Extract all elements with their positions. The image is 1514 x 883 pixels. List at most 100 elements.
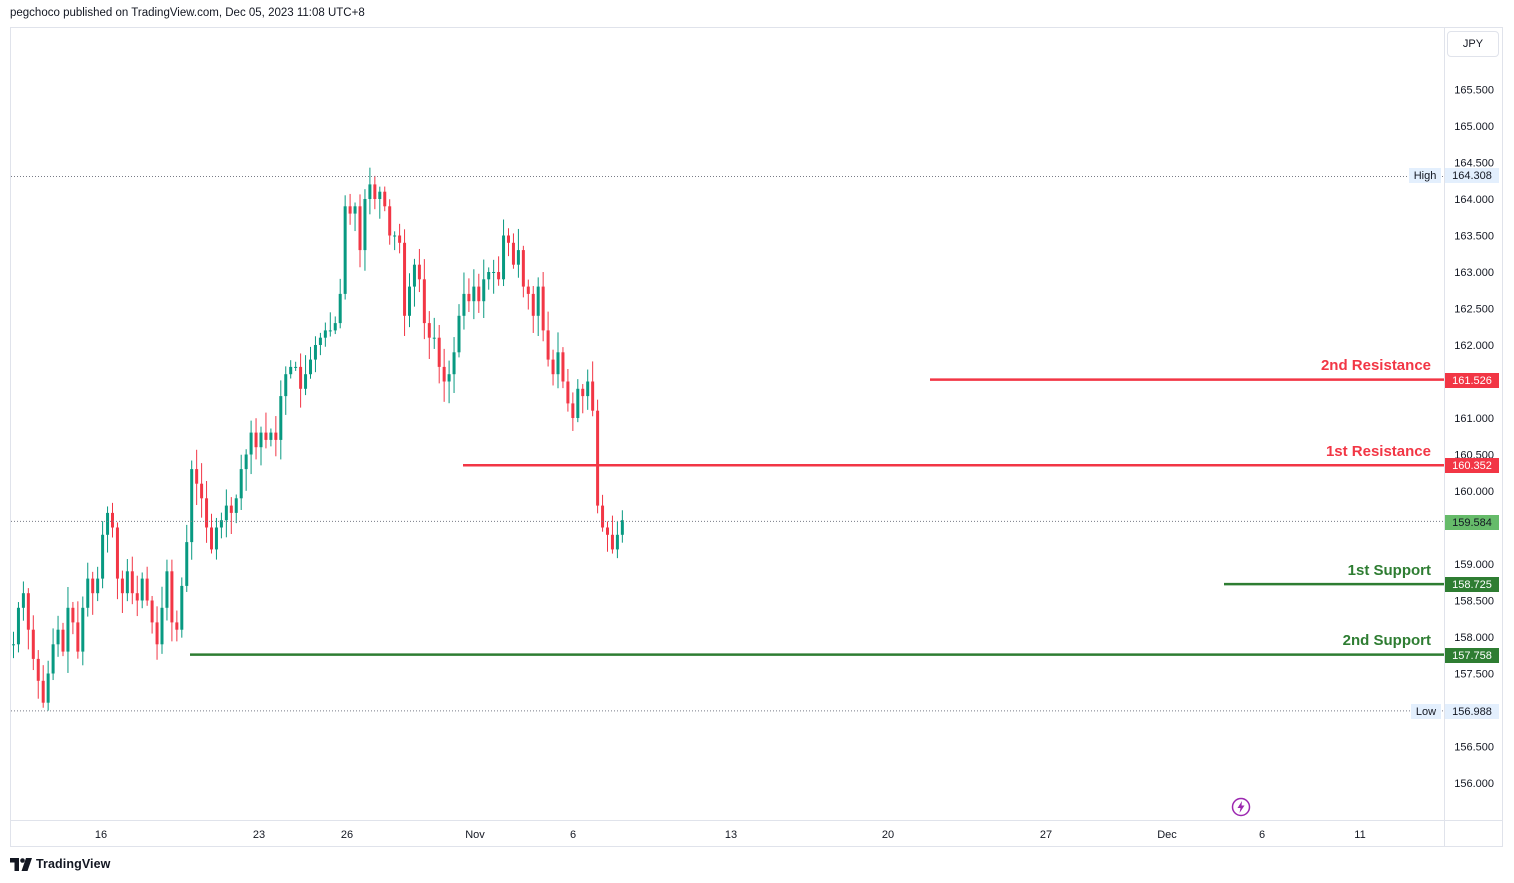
candle-body <box>531 293 535 316</box>
level-lines <box>11 176 1444 712</box>
chart-frame <box>10 27 1503 847</box>
candle-body <box>125 571 129 594</box>
candle-body <box>96 578 100 594</box>
time-tick-label: 26 <box>341 829 353 841</box>
candle-body <box>185 542 189 586</box>
candle-body <box>408 286 411 316</box>
candle-body <box>497 272 501 280</box>
price-tick-label: 162.500 <box>1454 304 1494 316</box>
candle-body <box>526 286 530 294</box>
current-price-tag: 159.584 <box>1445 515 1499 530</box>
low-price-tag: 156.988 <box>1445 704 1499 719</box>
price-tick-label: 158.000 <box>1454 632 1494 644</box>
low-label: Low <box>1411 704 1441 719</box>
lightning-icon[interactable] <box>1231 797 1251 817</box>
tradingview-logo[interactable]: TradingView <box>10 857 111 871</box>
price-tick-label: 164.500 <box>1454 158 1494 170</box>
candle-body <box>111 512 114 528</box>
candle-body <box>383 191 387 207</box>
candle-body <box>195 469 199 484</box>
candle-body <box>229 505 233 513</box>
candle-body <box>61 629 65 652</box>
candle-body <box>521 250 525 287</box>
candle-body <box>393 235 397 237</box>
high-price-tag: 164.308 <box>1445 168 1499 183</box>
price-tick-label: 165.500 <box>1454 85 1494 97</box>
price-tick-label: 159.000 <box>1454 559 1494 571</box>
candle-body <box>284 374 288 397</box>
candle-body <box>442 366 446 382</box>
candle-body <box>546 330 550 360</box>
candle-body <box>591 381 595 411</box>
currency-button[interactable]: JPY <box>1447 31 1499 57</box>
time-tick-label: Nov <box>465 829 485 841</box>
candle-body <box>566 381 570 404</box>
candle-body <box>338 293 342 324</box>
candle-body <box>561 352 565 382</box>
candle-body <box>165 571 169 608</box>
time-tick-label: Dec <box>1157 829 1177 841</box>
candle-body <box>224 505 228 521</box>
candle-body <box>12 644 15 646</box>
res2-label: 2nd Resistance <box>1320 357 1431 374</box>
candle-body <box>482 279 486 302</box>
price-tick-label: 158.500 <box>1454 596 1494 608</box>
price-tick-label: 163.500 <box>1454 231 1494 243</box>
candle-body <box>353 206 357 214</box>
time-tick-label: 6 <box>1259 829 1265 841</box>
candle-body <box>576 388 580 418</box>
candle-body <box>101 534 105 579</box>
price-axis: 165.500 165.000 164.500 164.000 163.500 163.0… <box>1444 28 1494 846</box>
candle-body <box>81 607 85 652</box>
candle-body <box>610 534 614 550</box>
candle-body <box>452 352 456 375</box>
candle-body <box>328 330 332 332</box>
price-tick-label: 161.000 <box>1454 413 1494 425</box>
candle-body <box>348 206 352 214</box>
candle-body <box>264 432 268 440</box>
candle-series <box>12 167 624 711</box>
candle-body <box>200 483 204 499</box>
candle-body <box>31 629 35 659</box>
candle-body <box>66 607 70 652</box>
candle-body <box>333 323 337 331</box>
candle-body <box>412 264 416 287</box>
price-tick-label: 164.000 <box>1454 194 1494 206</box>
candle-body <box>620 520 624 535</box>
candle-body <box>606 527 609 535</box>
candle-body <box>274 432 278 440</box>
price-tick-label: 162.000 <box>1454 340 1494 352</box>
candle-body <box>318 337 322 345</box>
candle-body <box>556 352 560 375</box>
candle-body <box>363 199 367 251</box>
candle-body <box>492 272 496 273</box>
candle-body <box>16 607 20 645</box>
candle-body <box>388 206 392 236</box>
sup2-price-tag: 157.758 <box>1445 648 1499 663</box>
candle-body <box>467 293 471 302</box>
candle-body <box>244 454 248 470</box>
candle-body <box>571 403 575 418</box>
time-tick-label: 20 <box>882 829 894 841</box>
candle-body <box>21 593 25 608</box>
candle-body <box>269 432 273 440</box>
candle-body <box>71 607 75 623</box>
candle-body <box>309 359 312 375</box>
candle-body <box>447 374 451 382</box>
candle-body <box>155 622 159 645</box>
price-tick-label: 163.000 <box>1454 267 1494 279</box>
candle-body <box>507 235 510 243</box>
time-tick-label: 16 <box>95 829 107 841</box>
candle-body <box>150 600 154 623</box>
candle-body <box>145 578 149 601</box>
candle-body <box>239 469 243 499</box>
candle-body <box>551 359 555 375</box>
candle-body <box>76 622 80 652</box>
candle-body <box>234 498 238 513</box>
candle-body <box>358 206 362 251</box>
sup2-label: 2nd Support <box>1342 632 1431 649</box>
price-tick-label: 156.000 <box>1454 778 1494 790</box>
candle-body <box>130 571 134 594</box>
candle-body <box>51 644 55 674</box>
